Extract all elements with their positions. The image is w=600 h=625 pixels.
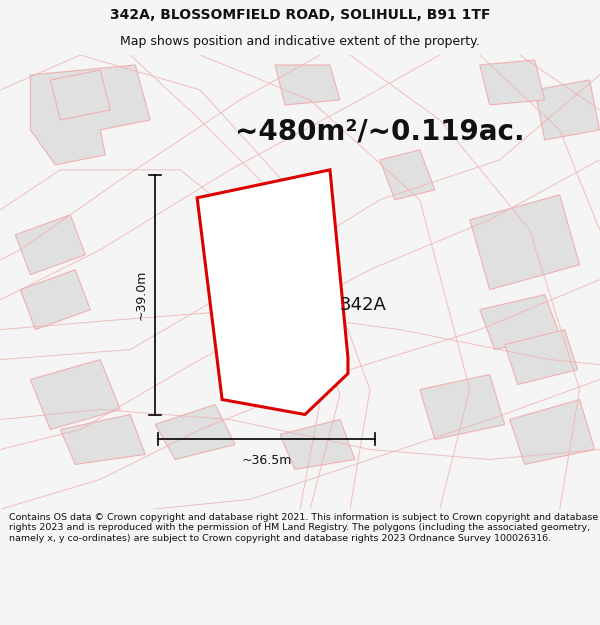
Polygon shape bbox=[31, 359, 120, 429]
Polygon shape bbox=[31, 65, 150, 165]
Polygon shape bbox=[280, 419, 355, 469]
Polygon shape bbox=[197, 170, 348, 414]
Polygon shape bbox=[50, 70, 110, 120]
Text: 342A, BLOSSOMFIELD ROAD, SOLIHULL, B91 1TF: 342A, BLOSSOMFIELD ROAD, SOLIHULL, B91 1… bbox=[110, 8, 490, 22]
Text: Map shows position and indicative extent of the property.: Map shows position and indicative extent… bbox=[120, 35, 480, 48]
Polygon shape bbox=[380, 150, 435, 200]
Polygon shape bbox=[470, 195, 580, 289]
Polygon shape bbox=[275, 65, 340, 105]
Text: ~480m²/~0.119ac.: ~480m²/~0.119ac. bbox=[235, 118, 525, 146]
Polygon shape bbox=[61, 414, 145, 464]
Polygon shape bbox=[16, 215, 85, 275]
Polygon shape bbox=[255, 280, 310, 329]
Polygon shape bbox=[535, 80, 599, 140]
Polygon shape bbox=[480, 60, 545, 105]
Polygon shape bbox=[505, 329, 578, 384]
Polygon shape bbox=[20, 270, 90, 329]
Text: ~39.0m: ~39.0m bbox=[135, 269, 148, 320]
Polygon shape bbox=[510, 399, 595, 464]
Polygon shape bbox=[480, 294, 560, 349]
Text: Contains OS data © Crown copyright and database right 2021. This information is : Contains OS data © Crown copyright and d… bbox=[9, 513, 598, 542]
Polygon shape bbox=[420, 374, 505, 439]
Text: ~36.5m: ~36.5m bbox=[241, 454, 292, 468]
Polygon shape bbox=[155, 404, 235, 459]
Text: 342A: 342A bbox=[340, 296, 387, 314]
